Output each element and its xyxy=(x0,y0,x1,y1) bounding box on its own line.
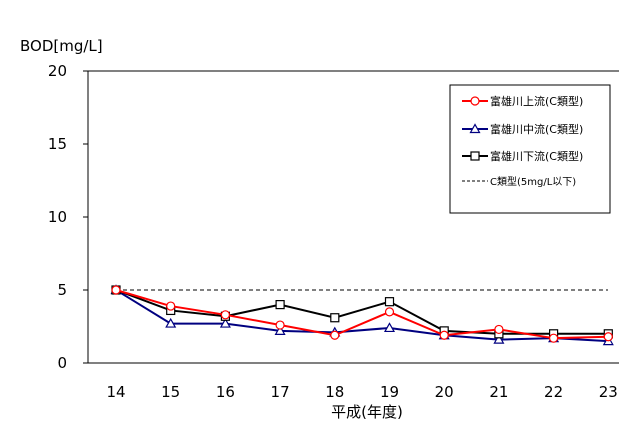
data-point xyxy=(384,297,395,307)
x-tick-label: 19 xyxy=(380,383,399,401)
data-point xyxy=(384,307,395,317)
data-point xyxy=(111,285,121,295)
legend-marker xyxy=(469,123,481,134)
data-point xyxy=(220,310,230,320)
data-point xyxy=(548,333,559,343)
legend-label: C類型(5mg/L以下) xyxy=(490,175,576,188)
series-1 xyxy=(111,285,613,343)
data-point xyxy=(275,320,285,330)
legend-item: 富雄川下流(C類型) xyxy=(462,149,583,163)
data-point xyxy=(603,332,613,342)
x-tick-label: 20 xyxy=(435,383,454,401)
data-point xyxy=(494,324,504,335)
x-tick-label: 14 xyxy=(106,383,125,401)
y-tick-label: 10 xyxy=(48,208,67,226)
y-axis-ticks: 0 5 10 15 20 xyxy=(48,62,88,372)
y-axis-label: BOD[mg/L] xyxy=(20,37,103,55)
legend: 富雄川上流(C類型) 富雄川中流(C類型) 富雄川下流(C類型) C類型(5mg/L以… xyxy=(449,84,611,214)
x-tick-label: 17 xyxy=(271,383,290,401)
x-tick-label: 18 xyxy=(325,383,344,401)
series-line xyxy=(115,289,609,340)
y-tick-label: 20 xyxy=(48,62,67,80)
legend-box xyxy=(449,84,611,214)
x-tick-label: 16 xyxy=(216,383,235,401)
data-point xyxy=(274,325,286,335)
legend-label: 富雄川中流(C類型) xyxy=(490,122,583,136)
series-layer xyxy=(110,284,614,346)
legend-item: 富雄川上流(C類型) xyxy=(462,94,583,108)
x-tick-label: 21 xyxy=(489,383,508,401)
x-tick-label: 15 xyxy=(161,383,180,401)
data-point xyxy=(383,322,396,333)
data-point xyxy=(330,330,340,340)
y-tick-label: 5 xyxy=(57,281,67,299)
legend-marker xyxy=(470,151,480,161)
x-axis-ticks: 14 15 16 17 18 19 20 21 22 23 xyxy=(106,383,617,401)
series-line xyxy=(115,289,609,343)
data-point xyxy=(275,300,285,310)
y-tick-label: 15 xyxy=(48,135,67,153)
data-point xyxy=(166,301,176,311)
data-point xyxy=(330,313,340,323)
data-point xyxy=(439,330,449,340)
series-line xyxy=(115,289,609,335)
x-tick-label: 22 xyxy=(544,383,563,401)
data-point xyxy=(219,317,231,328)
x-axis-label: 平成(年度) xyxy=(331,403,403,421)
legend-marker xyxy=(470,96,480,106)
legend-label: 富雄川下流(C類型) xyxy=(490,149,583,163)
data-point xyxy=(493,333,505,344)
x-tick-label: 23 xyxy=(599,383,618,401)
legend-item: 富雄川中流(C類型) xyxy=(462,122,583,136)
legend-item: C類型(5mg/L以下) xyxy=(462,175,576,188)
y-tick-label: 0 xyxy=(57,354,67,372)
data-point xyxy=(165,317,177,328)
legend-label: 富雄川上流(C類型) xyxy=(490,94,583,108)
